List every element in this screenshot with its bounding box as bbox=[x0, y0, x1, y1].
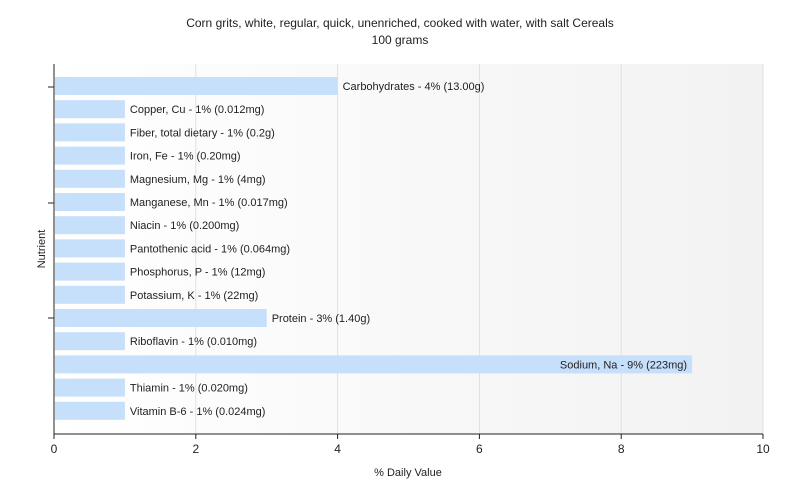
bar-label: Pantothenic acid - 1% (0.064mg) bbox=[130, 243, 290, 255]
bar bbox=[55, 332, 125, 351]
chart-subtitle: 100 grams bbox=[372, 33, 429, 47]
x-tick-label: 4 bbox=[334, 442, 341, 456]
bar-label: Niacin - 1% (0.200mg) bbox=[130, 220, 239, 232]
bar bbox=[55, 216, 125, 235]
x-tick-label: 2 bbox=[192, 442, 199, 456]
x-tick-label: 8 bbox=[618, 442, 625, 456]
bar-label: Thiamin - 1% (0.020mg) bbox=[130, 383, 248, 395]
bar-label: Iron, Fe - 1% (0.20mg) bbox=[130, 151, 241, 163]
bar-label: Phosphorus, P - 1% (12mg) bbox=[130, 267, 266, 279]
bar bbox=[55, 100, 125, 119]
x-axis-title: % Daily Value bbox=[374, 467, 442, 479]
bar bbox=[55, 378, 125, 397]
bar bbox=[55, 146, 125, 165]
x-tick-label: 0 bbox=[51, 442, 58, 456]
x-tick-label: 10 bbox=[756, 442, 770, 456]
bar bbox=[55, 309, 267, 327]
x-tick-label: 6 bbox=[476, 442, 483, 456]
bar bbox=[55, 77, 338, 95]
bar bbox=[55, 401, 125, 420]
bar bbox=[55, 262, 125, 281]
axes-group: 0 2 4 6 8 10 bbox=[48, 64, 770, 456]
bar-label: Carbohydrates - 4% (13.00g) bbox=[343, 81, 485, 93]
bar-label: Potassium, K - 1% (22mg) bbox=[130, 290, 258, 302]
bar bbox=[55, 123, 125, 142]
bar-label: Protein - 3% (1.40g) bbox=[272, 313, 370, 325]
bars-group: Carbohydrates - 4% (13.00g) Copper, Cu - … bbox=[55, 77, 693, 420]
bar bbox=[55, 355, 693, 374]
bar-label: Copper, Cu - 1% (0.012mg) bbox=[130, 104, 265, 116]
bar bbox=[55, 193, 125, 211]
bar bbox=[55, 169, 125, 188]
chart-title: Corn grits, white, regular, quick, unenr… bbox=[186, 16, 614, 30]
bar-label: Fiber, total dietary - 1% (0.2g) bbox=[130, 127, 275, 139]
bar bbox=[55, 239, 125, 258]
bar-label: Manganese, Mn - 1% (0.017mg) bbox=[130, 197, 288, 209]
bar-label: Magnesium, Mg - 1% (4mg) bbox=[130, 174, 266, 186]
y-axis-title: Nutrient bbox=[36, 230, 48, 269]
bar-label: Riboflavin - 1% (0.010mg) bbox=[130, 336, 257, 348]
bar-label: Vitamin B-6 - 1% (0.024mg) bbox=[130, 406, 266, 418]
bar-label: Sodium, Na - 9% (223mg) bbox=[560, 359, 687, 371]
bar bbox=[55, 285, 125, 304]
